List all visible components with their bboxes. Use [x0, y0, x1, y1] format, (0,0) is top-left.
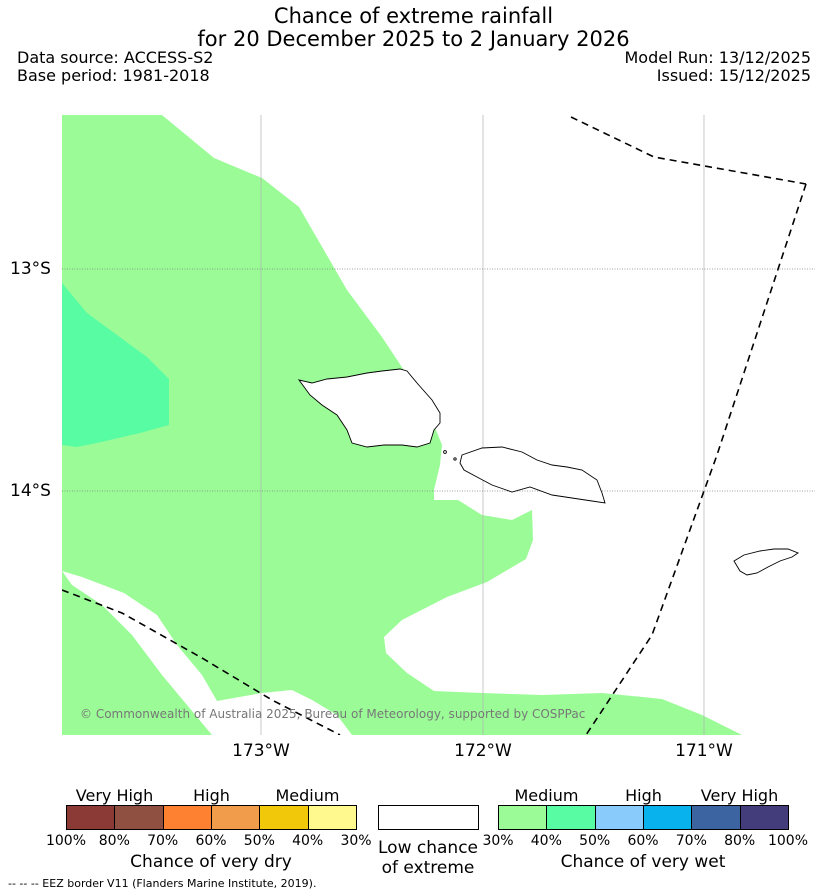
wet-heading-very-high: Very High	[700, 786, 779, 805]
medium-wet-region-south	[62, 571, 212, 735]
dry-tick-3: 60%	[195, 833, 227, 849]
dry-tick-2: 70%	[147, 833, 179, 849]
dry-tick-5: 40%	[292, 833, 324, 849]
wet-tick-4: 70%	[675, 833, 707, 849]
wet-swatch-4	[691, 805, 741, 830]
wet-tick-3: 60%	[627, 833, 659, 849]
wet-tick-5: 80%	[724, 833, 756, 849]
dry-tick-1: 80%	[98, 833, 130, 849]
map-title-line2: for 20 December 2025 to 2 January 2026	[197, 27, 630, 51]
rainfall-map: © Commonwealth of Australia 2025, Bureau…	[62, 115, 815, 735]
wet-swatch-5	[739, 805, 789, 830]
dry-swatch-5	[307, 805, 357, 830]
lat-label-14s: 14°S	[10, 481, 51, 501]
map-title-line1: Chance of extreme rainfall	[273, 4, 554, 28]
model-run-label: Model Run: 13/12/2025	[624, 48, 812, 67]
eez-footnote: -- -- -- EEZ border V11 (Flanders Marine…	[8, 877, 317, 890]
low-chance-caption-line1: Low chance	[378, 838, 478, 858]
dry-caption: Chance of very dry	[130, 852, 292, 872]
wet-swatch-0	[498, 805, 548, 830]
wet-swatch-1	[546, 805, 596, 830]
low-chance-swatch	[378, 805, 479, 830]
wet-swatch-2	[594, 805, 644, 830]
coastlines	[297, 368, 799, 576]
tutuila-island	[733, 548, 799, 576]
dry-tick-6: 30%	[340, 833, 372, 849]
data-source-label: Data source: ACCESS-S2	[17, 48, 214, 67]
lat-label-13s: 13°S	[10, 259, 51, 279]
dry-swatch-3	[211, 805, 261, 830]
copyright-credit: © Commonwealth of Australia 2025, Bureau…	[80, 707, 585, 721]
eez-border	[62, 116, 807, 735]
wet-tick-6: 100%	[767, 833, 809, 849]
graticule	[260, 115, 705, 735]
dry-tick-4: 50%	[243, 833, 275, 849]
dry-swatch-0	[66, 805, 116, 830]
upolu-island	[459, 446, 606, 504]
wet-swatch-3	[643, 805, 693, 830]
dry-tick-0: 100%	[45, 833, 87, 849]
wet-caption: Chance of very wet	[560, 852, 726, 872]
manono-islet	[443, 450, 447, 454]
dry-swatch-1	[114, 805, 164, 830]
lon-label-171w: 171°W	[675, 741, 733, 761]
dry-heading-high: High	[193, 786, 230, 805]
wet-40-50-region	[62, 283, 169, 447]
dry-swatch-4	[259, 805, 309, 830]
wet-tick-1: 40%	[530, 833, 562, 849]
wet-heading-medium: Medium	[514, 786, 579, 805]
wet-heading-high: High	[625, 786, 662, 805]
dry-heading-very-high: Very High	[75, 786, 154, 805]
wet-tick-0: 30%	[482, 833, 514, 849]
savaii-island	[297, 368, 441, 448]
base-period-label: Base period: 1981-2018	[17, 66, 210, 85]
lon-label-173w: 173°W	[232, 741, 290, 761]
issued-label: Issued: 15/12/2025	[656, 66, 811, 85]
low-chance-caption-line2: of extreme	[381, 858, 475, 878]
dry-swatch-2	[162, 805, 212, 830]
wet-tick-2: 50%	[579, 833, 611, 849]
lon-label-172w: 172°W	[454, 741, 512, 761]
dry-heading-medium: Medium	[275, 786, 340, 805]
apolima-islet	[453, 457, 457, 461]
